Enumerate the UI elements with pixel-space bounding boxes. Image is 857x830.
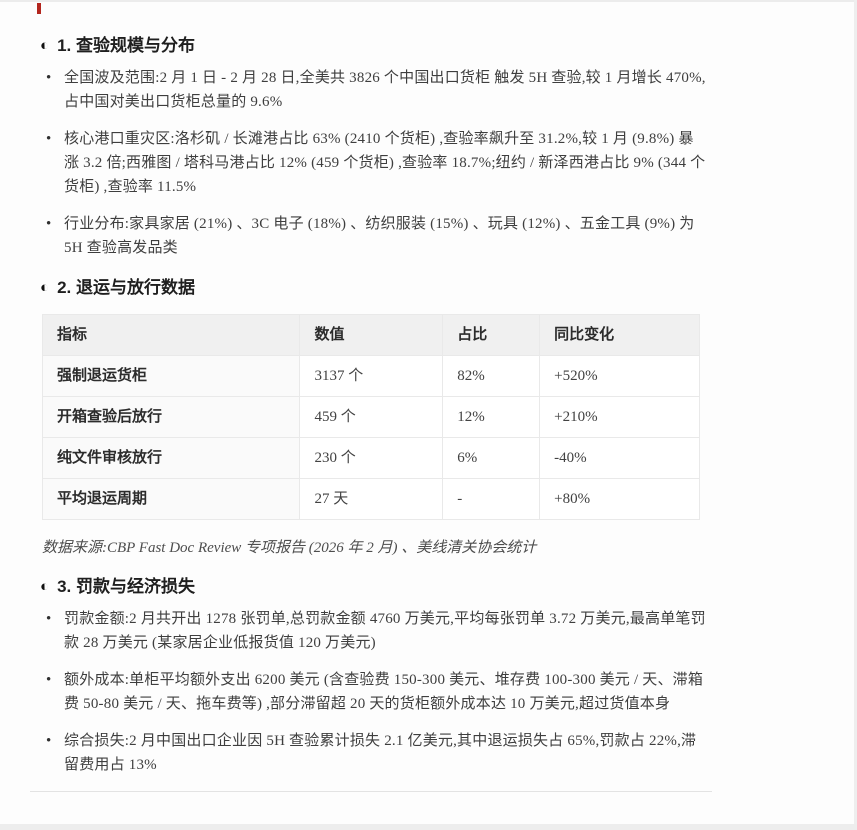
row-label: 平均退运周期 [41,478,301,520]
table-row: 强制退运货柜 3137 个 82% +520% [41,355,700,397]
list-item: 额外成本:单柜平均额外支出 6200 美元 (含查验费 150-300 美元、堆… [40,668,708,716]
page-edge-right [854,0,857,830]
row-label: 开箱查验后放行 [41,396,301,438]
section-heading: ◐ 2. 退运与放行数据 [40,276,712,300]
article-page: ◐ 1. 查验规模与分布 全国波及范围:2 月 1 日 - 2 月 28 日,全… [0,0,712,792]
table-row: 平均退运周期 27 天 - +80% [41,478,700,520]
table-cell: - [442,478,541,520]
table-cell: -40% [539,437,700,479]
list-item: 全国波及范围:2 月 1 日 - 2 月 28 日,全美共 3826 个中国出口… [40,66,708,114]
section-title: 3. 罚款与经济损失 [57,577,195,596]
section-heading: ◐ 1. 查验规模与分布 [40,34,712,58]
bottom-divider [30,791,712,792]
table-cell: 82% [442,355,541,397]
half-circle-bullet-icon: ◐ [40,37,50,54]
table-row: 纯文件审核放行 230 个 6% -40% [41,437,700,479]
table-cell: 459 个 [299,396,444,438]
bullet-list: 罚款金额:2 月共开出 1278 张罚单,总罚款金额 4760 万美元,平均每张… [40,607,708,777]
table-header-row: 指标 数值 占比 同比变化 [41,314,700,356]
section-return-release-data: ◐ 2. 退运与放行数据 指标 数值 占比 同比变化 强制退运货柜 3137 个… [40,276,712,559]
column-header: 占比 [442,314,541,356]
bullet-list: 全国波及范围:2 月 1 日 - 2 月 28 日,全美共 3826 个中国出口… [40,66,708,260]
section-fines-losses: ◐ 3. 罚款与经济损失 罚款金额:2 月共开出 1278 张罚单,总罚款金额 … [40,575,712,777]
table-cell: 12% [442,396,541,438]
row-label: 纯文件审核放行 [41,437,301,479]
column-header: 数值 [299,314,444,356]
list-item: 罚款金额:2 月共开出 1278 张罚单,总罚款金额 4760 万美元,平均每张… [40,607,708,655]
table-cell: 27 天 [299,478,444,520]
return-release-table: 指标 数值 占比 同比变化 强制退运货柜 3137 个 82% +520% 开箱… [41,314,700,520]
table-cell: +80% [539,478,700,520]
table-cell: 230 个 [299,437,444,479]
data-source-note: 数据来源:CBP Fast Doc Review 专项报告 (2026 年 2 … [42,540,537,556]
list-item: 行业分布:家具家居 (21%) 、3C 电子 (18%) 、纺织服装 (15%)… [40,212,708,260]
page-edge-top [0,0,857,2]
table-cell: 6% [442,437,541,479]
section-heading: ◐ 3. 罚款与经济损失 [40,575,712,599]
table-cell: +210% [539,396,700,438]
section-title: 1. 查验规模与分布 [57,36,195,55]
half-circle-bullet-icon: ◐ [40,279,50,296]
table-row: 开箱查验后放行 459 个 12% +210% [41,396,700,438]
list-item: 综合损失:2 月中国出口企业因 5H 查验累计损失 2.1 亿美元,其中退运损失… [40,729,708,777]
half-circle-bullet-icon: ◐ [40,578,50,595]
section-title: 2. 退运与放行数据 [57,278,195,297]
table-cell: 3137 个 [299,355,444,397]
red-cursor-marker [37,3,41,14]
row-label: 强制退运货柜 [41,355,301,397]
page-edge-bottom [0,824,857,830]
list-item: 核心港口重灾区:洛杉矶 / 长滩港占比 63% (2410 个货柜) ,查验率飙… [40,127,708,199]
section-inspection-scale: ◐ 1. 查验规模与分布 全国波及范围:2 月 1 日 - 2 月 28 日,全… [40,34,712,260]
column-header: 同比变化 [539,314,700,356]
column-header: 指标 [41,314,301,356]
table-cell: +520% [539,355,700,397]
